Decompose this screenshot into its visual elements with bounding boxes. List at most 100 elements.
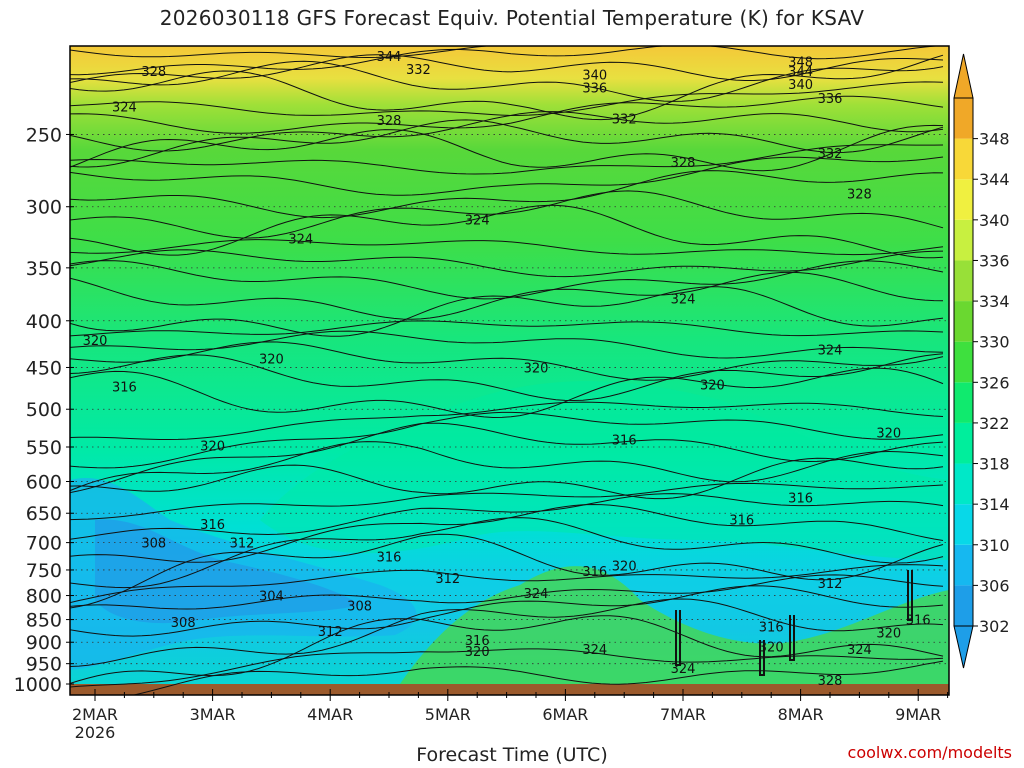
contour-label: 324 xyxy=(465,214,490,229)
site-credit: coolwx.com/modelts xyxy=(847,743,1012,762)
contour-label: 316 xyxy=(906,614,931,629)
contour-label: 324 xyxy=(112,101,137,116)
y-tick-label: 600 xyxy=(26,472,62,494)
colorbar-segment xyxy=(954,544,973,586)
contour-label: 320 xyxy=(876,626,901,641)
colorbar-tick-label: 310 xyxy=(979,536,1010,555)
x-tick-label: 9MAR xyxy=(895,705,941,724)
contour-line xyxy=(70,482,944,521)
contour-line xyxy=(70,367,944,419)
contour-label: 316 xyxy=(729,513,754,528)
contour-line xyxy=(70,341,944,381)
colorbar-segment xyxy=(954,341,973,383)
x-tick-label: 6MAR xyxy=(542,705,588,724)
contour-label: 348 xyxy=(788,56,813,71)
x-tick-label: 2MAR xyxy=(72,705,118,724)
contour-line xyxy=(70,170,944,219)
contour-label: 328 xyxy=(377,114,402,129)
x-tick-label: 7MAR xyxy=(660,705,706,724)
contour-line xyxy=(70,46,944,76)
contour-line xyxy=(759,640,765,676)
contour-label: 324 xyxy=(671,662,696,677)
contour-line xyxy=(70,204,944,259)
colorbar-segment xyxy=(954,179,973,220)
contour-line xyxy=(70,564,944,604)
contour-line xyxy=(131,660,944,695)
contour-label: 316 xyxy=(612,434,637,449)
contour-label: 312 xyxy=(435,572,460,587)
contour-line xyxy=(70,585,944,637)
y-tick-label: 400 xyxy=(26,311,62,333)
contour-line xyxy=(70,46,492,59)
colorbar-tick-label: 344 xyxy=(979,170,1010,189)
contour-line xyxy=(70,320,944,337)
colorbar-tick-label: 326 xyxy=(979,373,1010,392)
y-tick-label: 850 xyxy=(26,610,62,632)
mid-level-moisture xyxy=(260,381,949,560)
contour-label: 328 xyxy=(141,65,166,80)
warm-air-region xyxy=(400,566,949,684)
contour-label: 316 xyxy=(112,380,137,395)
x-tick-label: 8MAR xyxy=(778,705,824,724)
contour-label: 332 xyxy=(406,63,431,78)
contour-line xyxy=(70,271,944,320)
contour-label: 320 xyxy=(524,361,549,376)
contour-label: 320 xyxy=(83,334,108,349)
colorbar-segment xyxy=(954,585,973,626)
contour-line xyxy=(70,144,944,175)
y-tick-label: 300 xyxy=(26,197,62,219)
colorbar-tick-label: 348 xyxy=(979,130,1010,149)
contour-line xyxy=(70,411,944,469)
contour-label: 304 xyxy=(259,590,284,605)
colorbar-tick-label: 306 xyxy=(979,576,1010,595)
contour-label: 332 xyxy=(818,147,843,162)
contour-label: 324 xyxy=(288,232,313,247)
colorbar-tick-label: 336 xyxy=(979,251,1010,270)
colorbar-tick-label: 302 xyxy=(979,617,1010,636)
colorbar-tick-label: 322 xyxy=(979,414,1010,433)
contour-line xyxy=(70,124,944,172)
x-tick-label: 5MAR xyxy=(425,705,471,724)
contour-label: 320 xyxy=(759,641,784,656)
contour-label: 316 xyxy=(377,551,402,566)
y-tick-label: 750 xyxy=(26,560,62,582)
contour-label: 320 xyxy=(200,440,225,455)
contour-line xyxy=(70,648,944,688)
contour-label: 328 xyxy=(847,187,872,202)
contour-line xyxy=(70,286,944,337)
contour-line xyxy=(789,615,795,661)
contour-label: 324 xyxy=(524,587,549,602)
colorbar-segment xyxy=(954,260,973,302)
contour-label: 312 xyxy=(318,625,343,640)
contour-line xyxy=(70,517,944,589)
contour-label: 312 xyxy=(818,577,843,592)
contour-label: 324 xyxy=(818,343,843,358)
contour-label: 340 xyxy=(582,69,607,84)
contour-line xyxy=(70,457,944,500)
y-tick-label: 700 xyxy=(26,533,62,555)
contour-line xyxy=(70,493,944,540)
contour-label: 336 xyxy=(818,92,843,107)
y-tick-label: 1000 xyxy=(14,674,62,696)
colorbar-tick-label: 318 xyxy=(979,455,1010,474)
contour-line xyxy=(70,422,944,494)
y-tick-label: 900 xyxy=(26,632,62,654)
colorbar-min-arrow xyxy=(953,625,974,669)
colorbar-tick-label: 314 xyxy=(979,495,1010,514)
contour-line xyxy=(70,60,944,102)
colorbar-max-arrow xyxy=(953,53,974,99)
colorbar-segment xyxy=(954,98,973,139)
colorbar-frame xyxy=(953,97,974,627)
colorbar-segment xyxy=(954,463,973,505)
colorbar-segment xyxy=(954,504,973,545)
contour-label: 328 xyxy=(671,156,696,171)
y-tick-label: 950 xyxy=(26,654,62,676)
contour-label: 328 xyxy=(818,674,843,689)
contour-line xyxy=(907,570,913,621)
colorbar-segment xyxy=(954,219,973,261)
contour-label: 308 xyxy=(171,616,196,631)
contour-line xyxy=(70,119,944,168)
contour-label: 320 xyxy=(259,353,284,368)
contour-label: 316 xyxy=(788,492,813,507)
